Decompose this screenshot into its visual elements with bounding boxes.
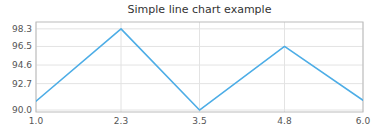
y-tick-label: 94.6 — [12, 60, 32, 70]
grid — [36, 22, 363, 112]
chart-container: Simple line chart example 90.0 92.7 94.6 96.… — [0, 0, 373, 135]
y-tick-label: 90.0 — [12, 105, 32, 115]
y-tick-label: 92.7 — [12, 79, 32, 89]
plot-area — [36, 29, 363, 110]
x-tick-label: 6.0 — [356, 116, 371, 126]
x-tick-label: 3.5 — [192, 116, 206, 126]
title: Simple line chart example — [128, 3, 272, 16]
x-tick-label: 1.0 — [29, 116, 44, 126]
x-grid-line — [199, 22, 200, 112]
x-grid-line — [121, 22, 122, 112]
plot-frame — [36, 22, 363, 112]
y-tick-label: 96.5 — [12, 41, 32, 51]
x-tick-label: 4.8 — [277, 116, 292, 126]
x-tick-label: 2.3 — [114, 116, 128, 126]
x-grid-line — [284, 22, 285, 112]
line — [36, 29, 363, 110]
chart: Simple line chart example 90.0 92.7 94.6 96.… — [0, 0, 373, 135]
y-tick-label: 98.3 — [12, 24, 32, 34]
